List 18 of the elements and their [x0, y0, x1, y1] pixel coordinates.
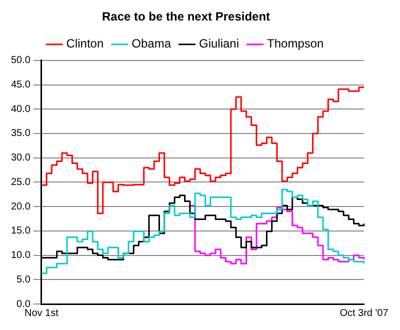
y-tick-label: 45.0	[10, 80, 31, 91]
legend-label: Clinton	[66, 36, 104, 51]
x-tick-label: Nov 1st	[24, 308, 59, 319]
legend-label: Giuliani	[198, 36, 240, 51]
y-tick-label: 15.0	[10, 226, 31, 237]
y-tick-label: 0.0	[16, 298, 31, 310]
y-tick-label: 40.0	[10, 104, 31, 115]
y-tick-label: 50.0	[10, 55, 31, 66]
legend-label: Obama	[132, 36, 172, 51]
x-tick-label: Oct 3rd '07	[340, 308, 389, 319]
y-tick-label: 30.0	[10, 152, 31, 164]
y-tick-label: 10.0	[10, 250, 31, 262]
y-tick-label: 20.0	[10, 201, 31, 212]
legend-label: Thompson	[267, 36, 324, 51]
chart-title: Race to be the next President	[102, 10, 270, 24]
y-tick-label: 35.0	[10, 128, 31, 140]
y-tick-label: 5.0	[16, 274, 31, 286]
y-tick-label: 25.0	[10, 176, 31, 188]
